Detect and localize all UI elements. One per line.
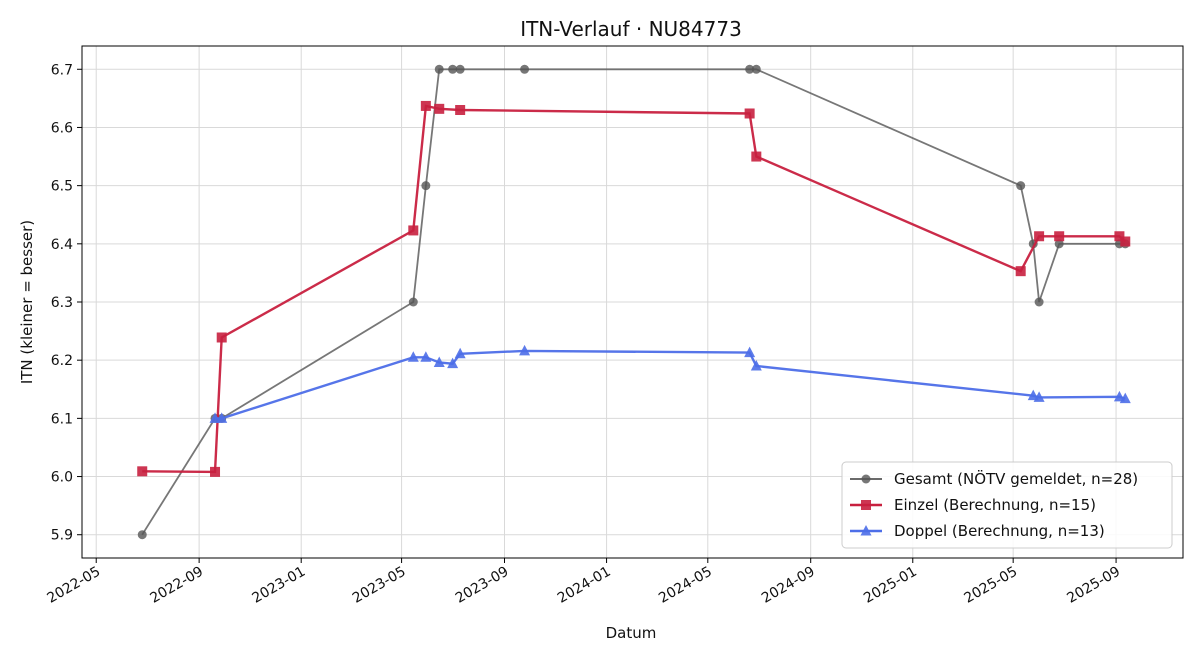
series-einzel bbox=[137, 100, 1131, 477]
data-point-einzel bbox=[1114, 231, 1125, 242]
data-point-doppel bbox=[447, 357, 459, 369]
data-point-gesamt bbox=[751, 64, 761, 74]
y-tick-label: 6.1 bbox=[51, 411, 73, 427]
legend: Gesamt (NÖTV gemeldet, n=28) Einzel (Bere… bbox=[841, 461, 1173, 549]
x-tick-label: 2025-01 bbox=[861, 564, 920, 607]
y-tick-label: 6.4 bbox=[51, 237, 73, 253]
legend-swatch-marker bbox=[861, 500, 871, 510]
y-tick-label: 5.9 bbox=[51, 528, 73, 544]
legend-swatch-marker bbox=[860, 525, 872, 536]
x-axis: 2022-05 2022-09 2023-01 2023-05 2023-09 2024-… bbox=[45, 558, 1123, 607]
x-tick-label: 2022-05 bbox=[45, 564, 104, 607]
data-point-doppel bbox=[407, 351, 419, 362]
data-point-einzel bbox=[434, 103, 445, 114]
data-point-einzel bbox=[751, 151, 762, 162]
data-point-gesamt bbox=[408, 297, 418, 307]
series-layer bbox=[137, 64, 1131, 540]
x-tick-label: 2025-09 bbox=[1064, 564, 1123, 607]
x-tick-label: 2024-09 bbox=[759, 564, 818, 607]
data-point-doppel bbox=[433, 356, 445, 368]
data-point-einzel bbox=[744, 108, 755, 119]
legend-label: Doppel (Berechnung, n=13) bbox=[894, 522, 1105, 540]
data-point-doppel bbox=[1119, 392, 1131, 404]
data-point-einzel bbox=[1015, 266, 1026, 277]
legend-item-einzel: Einzel (Berechnung, n=15) bbox=[850, 496, 1096, 514]
y-tick-label: 6.7 bbox=[51, 62, 73, 78]
data-point-einzel bbox=[420, 100, 431, 111]
data-point-gesamt bbox=[745, 64, 755, 74]
y-tick-label: 6.6 bbox=[51, 120, 73, 136]
data-point-doppel bbox=[454, 347, 466, 359]
series-line-doppel bbox=[215, 349, 1126, 420]
data-point-gesamt bbox=[1016, 181, 1026, 191]
data-point-gesamt bbox=[421, 181, 431, 191]
legend-label: Einzel (Berechnung, n=15) bbox=[894, 496, 1096, 514]
data-point-einzel bbox=[408, 225, 419, 236]
series-doppel bbox=[209, 344, 1131, 423]
y-tick-label: 6.5 bbox=[51, 179, 73, 195]
data-point-einzel bbox=[210, 466, 221, 477]
legend-label: Gesamt (NÖTV gemeldet, n=28) bbox=[894, 469, 1138, 488]
x-tick-label: 2022-09 bbox=[147, 564, 206, 607]
x-tick-label: 2023-01 bbox=[250, 564, 309, 607]
y-tick-label: 6.2 bbox=[51, 353, 73, 369]
data-point-gesamt bbox=[1034, 297, 1044, 307]
y-axis: 5.9 6.0 6.1 6.2 6.3 6.4 6.5 6.6 6.7 bbox=[51, 62, 82, 544]
data-point-gesamt bbox=[434, 64, 444, 74]
data-point-einzel bbox=[1054, 231, 1065, 242]
x-tick-label: 2023-09 bbox=[453, 564, 512, 607]
data-point-doppel bbox=[1033, 391, 1045, 402]
y-tick-label: 6.3 bbox=[51, 295, 73, 311]
x-tick-label: 2025-05 bbox=[962, 564, 1021, 607]
data-point-einzel bbox=[1034, 231, 1045, 242]
x-tick-label: 2023-05 bbox=[350, 564, 409, 607]
x-axis-label: Datum bbox=[606, 624, 657, 642]
data-point-einzel bbox=[137, 466, 148, 477]
data-point-gesamt bbox=[1054, 239, 1064, 249]
legend-swatch-marker bbox=[861, 474, 871, 484]
data-point-doppel bbox=[216, 412, 228, 423]
series-line-einzel bbox=[142, 104, 1127, 474]
legend-item-doppel: Doppel (Berechnung, n=13) bbox=[850, 522, 1105, 540]
data-point-doppel bbox=[519, 344, 531, 356]
data-point-doppel bbox=[744, 346, 756, 358]
data-point-doppel bbox=[750, 360, 762, 371]
legend-item-gesamt: Gesamt (NÖTV gemeldet, n=28) bbox=[850, 469, 1138, 488]
x-tick-label: 2024-05 bbox=[656, 564, 715, 607]
data-point-doppel bbox=[420, 351, 432, 362]
legend-box bbox=[841, 461, 1173, 549]
x-tick-label: 2024-01 bbox=[555, 564, 614, 607]
data-point-gesamt bbox=[137, 530, 147, 540]
data-point-gesamt bbox=[455, 64, 465, 74]
y-axis-label: ITN (kleiner = besser) bbox=[18, 220, 36, 384]
data-point-einzel bbox=[216, 332, 227, 343]
chart-title: ITN-Verlauf · NU84773 bbox=[520, 17, 742, 41]
y-tick-label: 6.0 bbox=[51, 470, 73, 486]
data-point-gesamt bbox=[520, 64, 530, 74]
data-point-einzel bbox=[455, 105, 466, 115]
data-point-gesamt bbox=[448, 64, 458, 74]
data-point-einzel bbox=[1120, 236, 1131, 247]
